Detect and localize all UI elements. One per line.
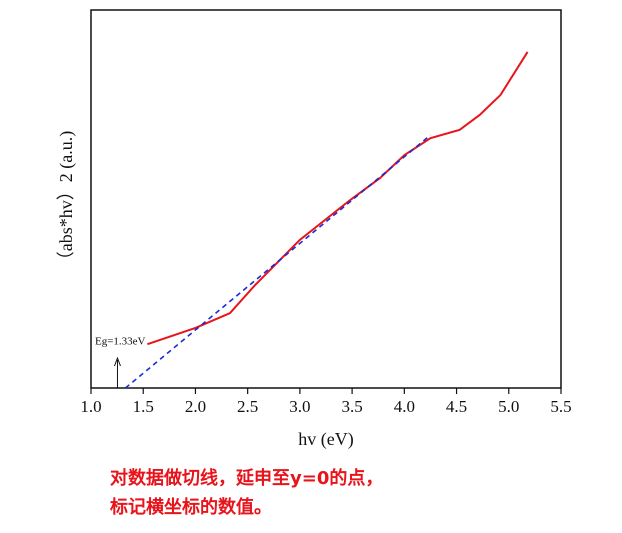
y-axis-label: （abs*hv）2 (a.u.) xyxy=(56,131,77,269)
x-tick-label: 1.0 xyxy=(80,397,101,416)
x-tick-label: 3.0 xyxy=(289,397,310,416)
note-line: 标记横坐标的数值。 xyxy=(109,496,272,518)
data-line xyxy=(124,134,431,389)
x-tick-label: 5.5 xyxy=(550,397,571,416)
x-tick-label: 1.5 xyxy=(133,397,154,416)
x-tick-label: 4.0 xyxy=(394,397,415,416)
data-line xyxy=(147,51,529,346)
annotation-arrowhead xyxy=(113,356,121,367)
x-tick-label: 5.0 xyxy=(498,397,519,416)
x-tick-label: 4.5 xyxy=(446,397,467,416)
x-tick-label: 2.5 xyxy=(237,397,258,416)
x-tick-label: 3.5 xyxy=(341,397,362,416)
annotation-label: Eg=1.33eV xyxy=(95,336,146,348)
x-axis-label: hv (eV) xyxy=(298,429,353,450)
x-tick-label: 2.0 xyxy=(185,397,206,416)
note-line: 对数据做切线，延申至y=0的点， xyxy=(110,467,383,489)
plot-frame xyxy=(90,9,562,389)
